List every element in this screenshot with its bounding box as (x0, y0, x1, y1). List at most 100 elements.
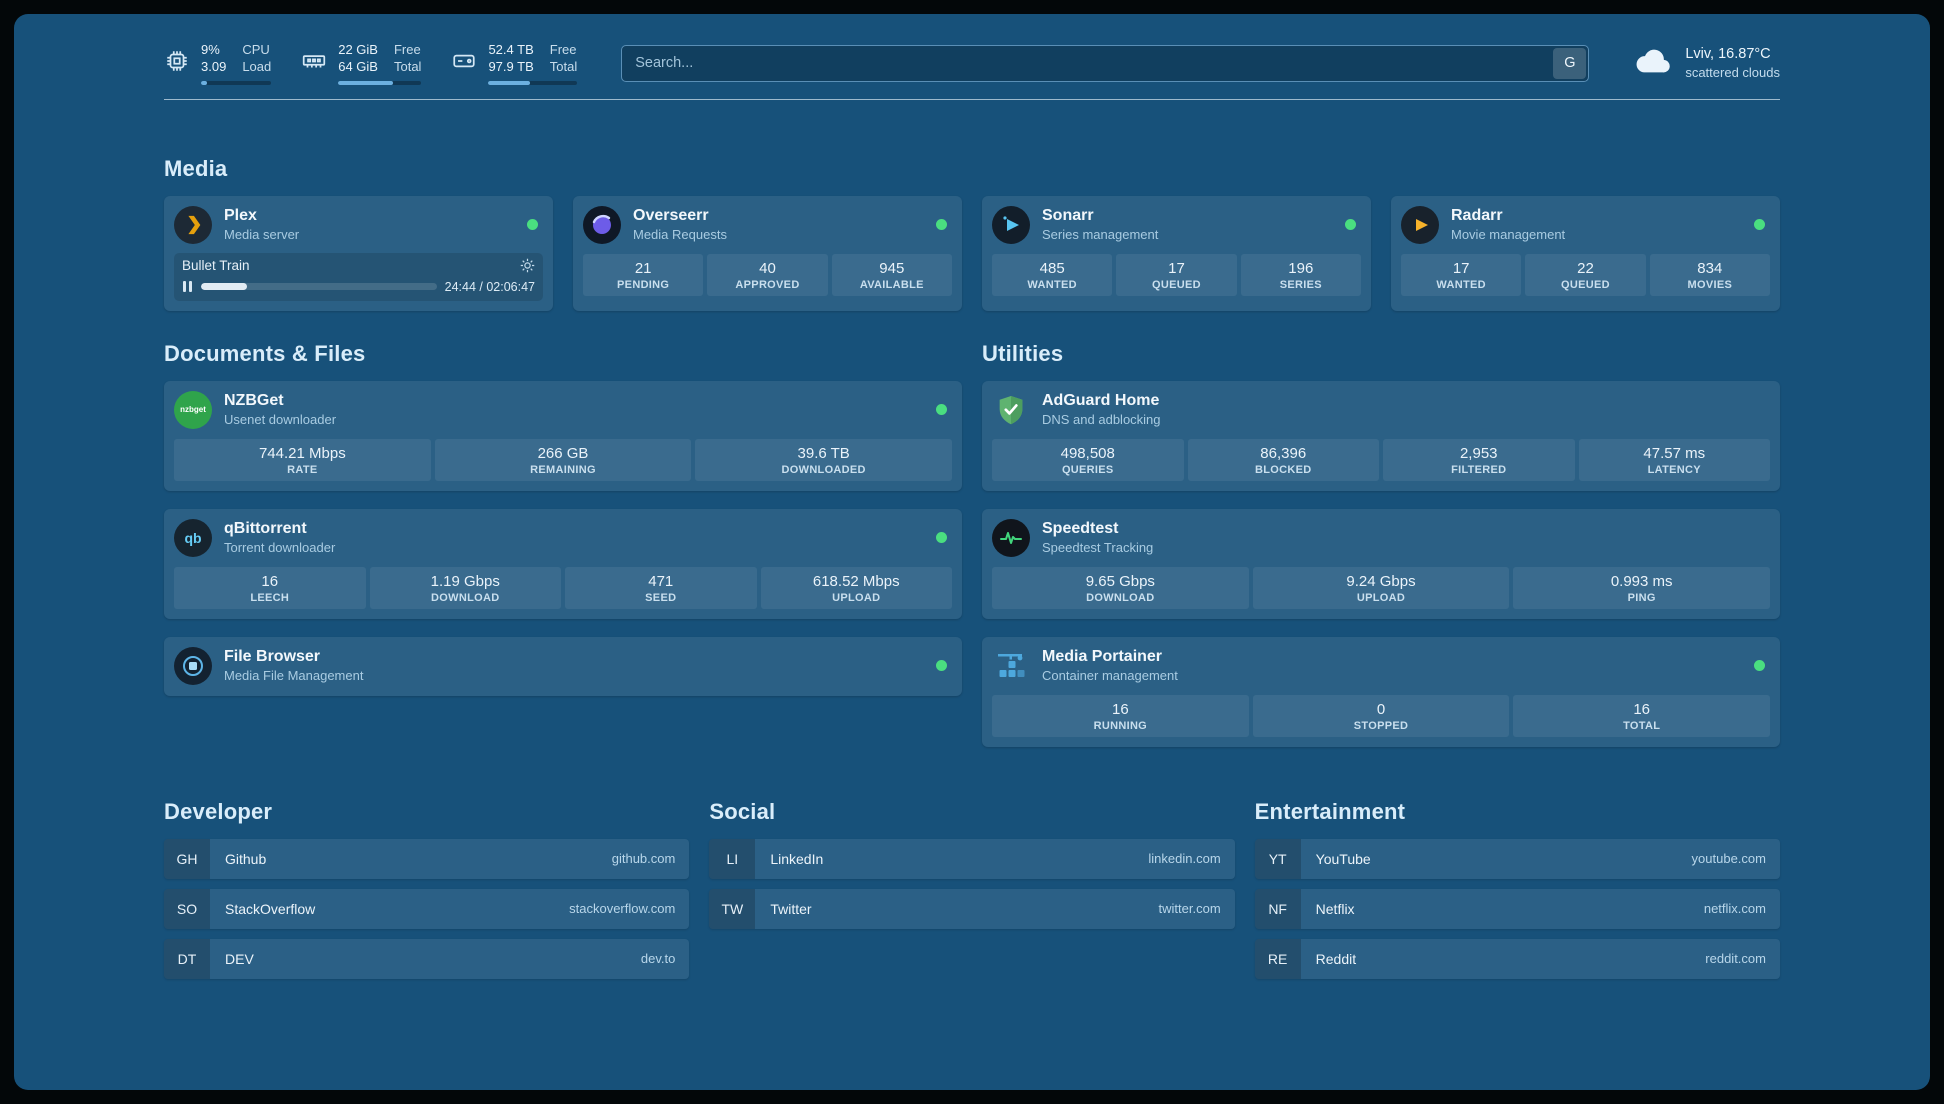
service-name: Sonarr (1042, 206, 1094, 224)
stat-latency: 47.57 ms LATENCY (1578, 438, 1770, 481)
section-title-social: Social (709, 798, 776, 824)
overseerr-icon (583, 205, 621, 244)
service-card-adguard[interactable]: AdGuard Home DNS and adblocking 498,508 Q… (982, 380, 1780, 491)
service-card-sonarr[interactable]: Sonarr Series management 485 WANTED 17 QUE… (982, 195, 1371, 311)
stat-wanted: 485 WANTED (992, 253, 1113, 296)
bookmark-domain: github.com (611, 851, 676, 867)
bookmark-domain: youtube.com (1691, 851, 1766, 867)
weather-widget: Lviv, 16.87°C scattered clouds (1633, 45, 1780, 82)
bookmark-stackoverflow[interactable]: SO StackOverflow stackoverflow.com (164, 888, 690, 929)
service-description: Container management (1042, 667, 1178, 683)
bookmark-reddit[interactable]: RE Reddit reddit.com (1254, 938, 1780, 979)
service-card-speedtest[interactable]: Speedtest Speedtest Tracking 9.65 Gbps DO… (982, 508, 1780, 619)
gear-icon[interactable] (520, 258, 535, 273)
portainer-icon (992, 647, 1030, 685)
service-card-portainer[interactable]: Media Portainer Container management 16 R… (982, 636, 1780, 747)
playback-time: 24:44 / 02:06:47 (444, 279, 535, 294)
stat-movies: 834 MOVIES (1649, 253, 1770, 296)
memory-total-value: 64 GiB (338, 58, 378, 74)
speedtest-icon (992, 518, 1030, 557)
stat-ping: 0.993 ms PING (1513, 566, 1771, 609)
filebrowser-icon (174, 646, 212, 685)
status-dot (936, 219, 947, 231)
bookmark-abbr: SO (164, 888, 210, 929)
cloud-icon (1633, 46, 1673, 81)
weather-condition: scattered clouds (1685, 65, 1780, 81)
stat-leech: 16 LEECH (174, 566, 366, 609)
service-card-plex[interactable]: Plex Media server Bullet Train (164, 195, 553, 311)
service-name: Radarr (1451, 206, 1503, 224)
stat-queued: 22 QUEUED (1525, 253, 1646, 296)
cpu-usage-label: CPU (242, 42, 270, 57)
service-card-qbittorrent[interactable]: qb qBittorrent Torrent downloader 16 LEEC… (164, 508, 962, 619)
service-name: qBittorrent (224, 519, 307, 537)
service-card-overseerr[interactable]: Overseerr Media Requests 21 PENDING 40 APP… (573, 195, 962, 311)
bookmark-domain: dev.to (640, 951, 676, 967)
service-card-radarr[interactable]: Radarr Movie management 17 WANTED 22 QUEUE… (1391, 195, 1780, 311)
radarr-icon (1401, 205, 1439, 244)
nzbget-icon: nzbget (174, 390, 212, 429)
disk-progress-bar (488, 80, 578, 85)
stat-download: 9.65 Gbps DOWNLOAD (992, 566, 1249, 609)
stat-wanted: 17 WANTED (1401, 253, 1522, 296)
disk-total-value: 97.9 TB (488, 58, 534, 74)
bookmark-dev[interactable]: DT DEV dev.to (164, 938, 690, 979)
pause-icon[interactable] (182, 280, 193, 293)
memory-icon (301, 48, 327, 79)
stat-upload: 618.52 Mbps UPLOAD (760, 566, 952, 609)
stat-queued: 17 QUEUED (1116, 253, 1237, 296)
bookmark-name: Github (225, 850, 267, 867)
search-input[interactable] (621, 44, 1590, 82)
cpu-widget: 9% 3.09 CPU Load (164, 42, 272, 85)
stat-queries: 498,508 QUERIES (992, 438, 1184, 481)
stat-total: 16 TOTAL (1513, 694, 1771, 737)
stat-downloaded: 39.6 TB DOWNLOADED (695, 438, 953, 481)
disk-total-label: Total (549, 58, 578, 74)
stat-stopped: 0 STOPPED (1252, 694, 1510, 737)
status-dot (1754, 660, 1765, 672)
cpu-progress-bar (201, 80, 272, 85)
section-title-documents: Documents & Files (164, 340, 366, 366)
memory-widget: 22 GiB 64 GiB Free Total (301, 42, 422, 85)
bookmark-name: Netflix (1315, 900, 1355, 917)
section-title-entertainment: Entertainment (1254, 798, 1406, 824)
bookmark-name: Twitter (770, 900, 812, 917)
service-description: Media server (224, 226, 300, 242)
service-name: Speedtest (1042, 519, 1119, 537)
bookmark-name: StackOverflow (225, 900, 316, 917)
stat-pending: 21 PENDING (583, 253, 704, 296)
search-provider-button[interactable]: G (1553, 47, 1587, 79)
cpu-load-value: 3.09 (201, 58, 227, 74)
stat-upload: 9.24 Gbps UPLOAD (1252, 566, 1510, 609)
bookmark-netflix[interactable]: NF Netflix netflix.com (1254, 888, 1780, 929)
status-dot (1345, 219, 1356, 231)
bookmark-domain: twitter.com (1158, 901, 1221, 917)
cpu-usage-value: 9% (201, 42, 220, 57)
service-card-nzbget[interactable]: nzbget NZBGet Usenet downloader 744.21 M… (164, 380, 962, 491)
bookmark-name: LinkedIn (770, 850, 824, 867)
bookmark-twitter[interactable]: TW Twitter twitter.com (709, 888, 1235, 929)
service-name: Media Portainer (1042, 647, 1163, 665)
section-title-developer: Developer (164, 798, 273, 824)
bookmark-linkedin[interactable]: LI LinkedIn linkedin.com (709, 838, 1235, 879)
section-title-utilities: Utilities (982, 340, 1064, 366)
cpu-load-label: Load (242, 58, 272, 74)
stat-remaining: 266 GB REMAINING (434, 438, 692, 481)
bookmark-abbr: DT (164, 938, 210, 979)
adguard-icon (992, 391, 1030, 429)
status-dot (936, 404, 947, 416)
bookmark-youtube[interactable]: YT YouTube youtube.com (1254, 838, 1780, 879)
bookmark-github[interactable]: GH Github github.com (164, 838, 690, 879)
stat-download: 1.19 Gbps DOWNLOAD (369, 566, 561, 609)
status-dot (1754, 219, 1765, 231)
memory-progress-bar (338, 80, 422, 85)
search-bar: G (621, 44, 1590, 82)
disk-icon (451, 48, 477, 79)
service-description: Usenet downloader (224, 411, 337, 427)
service-name: AdGuard Home (1042, 391, 1160, 409)
header-divider (164, 98, 1780, 100)
status-dot (936, 660, 947, 672)
service-card-filebrowser[interactable]: File Browser Media File Management (164, 636, 962, 696)
service-name: Plex (224, 206, 257, 224)
service-name: Overseerr (633, 206, 709, 224)
